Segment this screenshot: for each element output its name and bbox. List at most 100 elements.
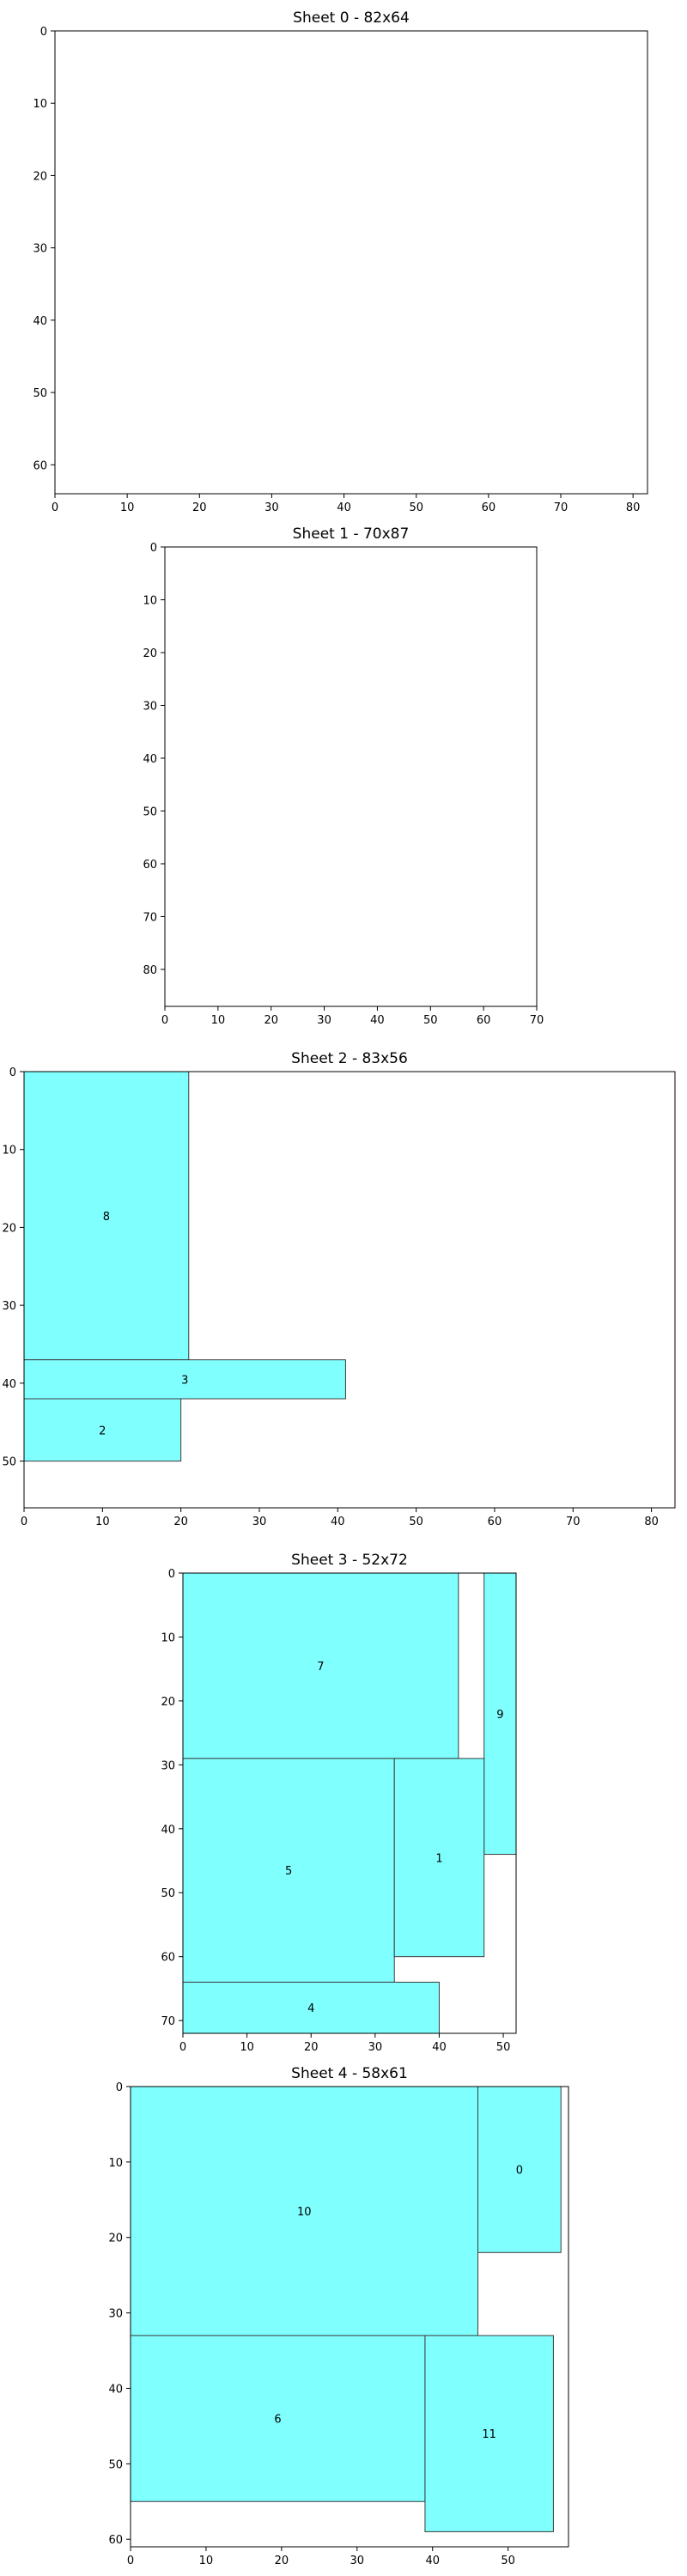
y-tick-label: 50 <box>108 2458 123 2471</box>
piece-label: 1 <box>435 1852 442 1865</box>
axes-frame <box>164 546 538 1007</box>
x-tick-label: 0 <box>179 2041 186 2054</box>
sheet-title: Sheet 1 - 70x87 <box>293 526 410 543</box>
y-tick-label: 10 <box>143 594 157 607</box>
y-tick-label: 50 <box>33 387 47 400</box>
y-tick-label: 70 <box>143 911 157 924</box>
piece-label: 10 <box>297 2206 312 2219</box>
piece-label: 0 <box>516 2165 523 2178</box>
piece-rect <box>23 1071 190 1361</box>
x-tick-label: 30 <box>252 1516 267 1528</box>
x-tick-label: 40 <box>432 2041 447 2054</box>
x-tick-label: 40 <box>425 2555 440 2567</box>
piece-label: 2 <box>99 1425 106 1437</box>
y-tick-label: 60 <box>33 459 47 472</box>
y-tick-label: 20 <box>143 647 157 660</box>
x-tick-label: 30 <box>350 2555 365 2567</box>
y-tick-label: 20 <box>33 170 47 183</box>
piece-label: 9 <box>496 1709 503 1722</box>
sheet-plot-4: Sheet 4 - 58x61 10 0 6 11 0 10 20 30 40 50 0 10 20 30 4… <box>108 2065 569 2567</box>
x-tick-label: 40 <box>337 501 351 514</box>
y-tick-label: 30 <box>33 243 47 256</box>
x-tick-label: 70 <box>530 1014 544 1027</box>
piece-rect <box>424 2335 554 2532</box>
y-tick-label: 20 <box>108 2233 123 2245</box>
y-tick-label: 40 <box>161 1824 175 1837</box>
x-tick-label: 50 <box>409 501 423 514</box>
y-tick-label: 40 <box>2 1378 16 1391</box>
x-tick-label: 20 <box>275 2555 289 2567</box>
x-tick-label: 10 <box>199 2555 214 2567</box>
y-tick-label: 40 <box>108 2383 123 2396</box>
y-tick-label: 30 <box>161 1759 175 1772</box>
piece-rect <box>182 1572 459 1759</box>
y-tick-label: 40 <box>33 315 47 328</box>
piece-label: 8 <box>103 1211 110 1224</box>
axes-frame <box>54 30 648 495</box>
x-tick-label: 20 <box>304 2041 319 2054</box>
sheet-title: Sheet 4 - 58x61 <box>291 2065 408 2082</box>
y-tick-label: 10 <box>108 2157 123 2170</box>
y-tick-label: 0 <box>9 1066 16 1079</box>
y-tick-label: 30 <box>2 1300 16 1313</box>
x-tick-label: 60 <box>488 1516 502 1528</box>
x-tick-label: 10 <box>120 501 135 514</box>
y-tick-label: 30 <box>143 700 157 713</box>
piece-rect <box>130 2335 426 2502</box>
piece-rect <box>182 1981 440 2034</box>
piece-label: 7 <box>317 1661 324 1674</box>
x-tick-label: 0 <box>161 1014 168 1027</box>
y-tick-label: 0 <box>116 2081 123 2094</box>
piece-label: 4 <box>307 2002 314 2015</box>
sheet-title: Sheet 3 - 52x72 <box>291 1552 408 1569</box>
axes-frame <box>130 2086 569 2548</box>
piece-label: 6 <box>274 2414 281 2427</box>
y-tick-label: 80 <box>143 964 157 977</box>
y-tick-label: 40 <box>143 753 157 766</box>
x-tick-label: 10 <box>240 2041 254 2054</box>
x-tick-label: 40 <box>370 1014 385 1027</box>
y-tick-label: 50 <box>143 805 157 818</box>
y-tick-label: 20 <box>161 1696 175 1709</box>
x-tick-label: 0 <box>52 501 58 514</box>
y-tick-label: 0 <box>40 26 47 39</box>
piece-label: 11 <box>482 2428 496 2441</box>
y-tick-label: 10 <box>161 1631 175 1644</box>
x-tick-label: 70 <box>554 501 568 514</box>
y-tick-label: 10 <box>33 98 47 111</box>
x-tick-label: 40 <box>331 1516 345 1528</box>
x-tick-label: 70 <box>566 1516 581 1528</box>
x-tick-label: 60 <box>482 501 496 514</box>
x-tick-label: 20 <box>192 501 207 514</box>
sheet-plot-0: Sheet 0 - 82x64 0 10 20 30 40 50 60 70 80 0 10 20 30 4… <box>33 9 648 514</box>
x-tick-label: 20 <box>173 1516 188 1528</box>
piece-rect <box>477 2086 562 2253</box>
y-tick-label: 60 <box>161 1952 175 1965</box>
x-tick-label: 60 <box>477 1014 491 1027</box>
x-tick-label: 50 <box>423 1014 438 1027</box>
y-tick-label: 0 <box>150 542 157 555</box>
piece-label: 3 <box>181 1374 188 1387</box>
x-tick-label: 10 <box>211 1014 226 1027</box>
x-tick-label: 80 <box>626 501 641 514</box>
sheet-plot-1: Sheet 1 - 70x87 0 10 20 30 40 50 60 70 0 10 20 30 40 5… <box>143 526 544 1027</box>
x-tick-label: 30 <box>317 1014 331 1027</box>
x-tick-label: 0 <box>21 1516 27 1528</box>
y-tick-label: 50 <box>2 1456 16 1469</box>
y-tick-label: 50 <box>161 1887 175 1900</box>
y-tick-label: 70 <box>161 2015 175 2028</box>
piece-label: 5 <box>285 1865 292 1878</box>
y-tick-label: 10 <box>2 1145 16 1157</box>
x-tick-label: 80 <box>644 1516 659 1528</box>
y-tick-label: 60 <box>143 859 157 872</box>
x-tick-label: 30 <box>264 501 279 514</box>
x-tick-label: 30 <box>368 2041 383 2054</box>
sheet-title: Sheet 0 - 82x64 <box>293 9 410 27</box>
x-tick-label: 50 <box>409 1516 423 1528</box>
x-tick-label: 20 <box>264 1014 278 1027</box>
piece-rect <box>23 1359 346 1400</box>
y-tick-label: 60 <box>108 2534 123 2547</box>
